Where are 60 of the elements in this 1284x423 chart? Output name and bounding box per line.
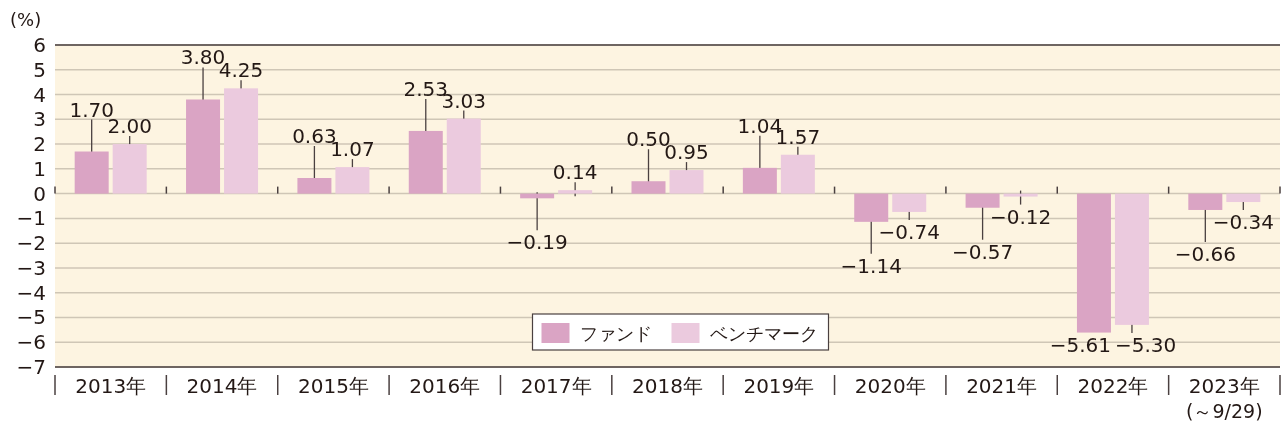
x-tick-label: 2017年 (520, 374, 592, 398)
bar (669, 170, 704, 194)
y-tick-label: 3 (33, 107, 46, 132)
bar (186, 99, 221, 194)
data-label: −0.19 (506, 230, 568, 255)
y-tick-label: −1 (16, 206, 46, 231)
bar (74, 151, 109, 194)
data-label: −1.14 (840, 253, 902, 278)
bar (742, 167, 777, 194)
x-tick-label: 2021年 (966, 374, 1038, 398)
text: (～9/29) (1186, 400, 1263, 422)
bar (335, 167, 370, 194)
y-tick-label: −7 (16, 355, 46, 379)
y-tick-label: 4 (33, 82, 46, 107)
y-tick-label: 2 (33, 132, 46, 157)
data-label: −5.30 (1114, 332, 1177, 357)
data-label: −0.57 (951, 239, 1014, 264)
x-tick-label: 2015年 (297, 374, 369, 398)
y-tick-label: −3 (16, 255, 46, 280)
bar (112, 144, 147, 194)
y-tick-label: −4 (16, 280, 46, 305)
data-label: −0.34 (1212, 210, 1274, 235)
y-tick-label: 5 (33, 57, 46, 82)
bar (1076, 193, 1111, 333)
legend-label: ベンチマーク (709, 323, 818, 344)
legend-label: ファンド (579, 323, 652, 344)
data-label: −0.74 (878, 219, 940, 244)
y-tick-label: 1 (33, 156, 46, 181)
y-tick-label: 6 (33, 33, 46, 57)
data-label: 0.14 (552, 160, 598, 185)
bar (1188, 193, 1223, 210)
bar (297, 178, 332, 194)
y-tick-label: −6 (16, 330, 46, 355)
bar (1226, 193, 1261, 203)
bar (780, 154, 815, 194)
x-tick-label: 2019年 (743, 374, 815, 398)
bar (224, 88, 259, 194)
bar (854, 193, 889, 222)
bar (631, 181, 666, 194)
y-tick-label: −5 (16, 305, 46, 330)
bar (965, 193, 1000, 208)
x-tick-label: 2013年 (75, 374, 147, 398)
y-tick-label: −2 (16, 231, 46, 256)
bar (446, 118, 481, 194)
x-tick-label: 2016年 (409, 374, 481, 398)
y-axis-title: (%) (10, 9, 42, 30)
x-tick-label: 2022年 (1077, 374, 1149, 398)
bar (408, 130, 443, 194)
data-label: −5.61 (1049, 332, 1111, 357)
bar (892, 193, 927, 212)
data-label: −0.12 (989, 204, 1052, 229)
bar (1114, 193, 1149, 325)
data-label: −0.66 (1174, 241, 1236, 266)
x-tick-label: 2014年 (186, 374, 258, 398)
x-tick-label: 2018年 (632, 374, 703, 398)
y-tick-label: 0 (33, 181, 46, 206)
bar (558, 190, 593, 194)
x-tick-label: 2020年 (854, 374, 926, 398)
x-tick-label: 2023年 (1188, 374, 1260, 398)
bar (1003, 193, 1038, 197)
